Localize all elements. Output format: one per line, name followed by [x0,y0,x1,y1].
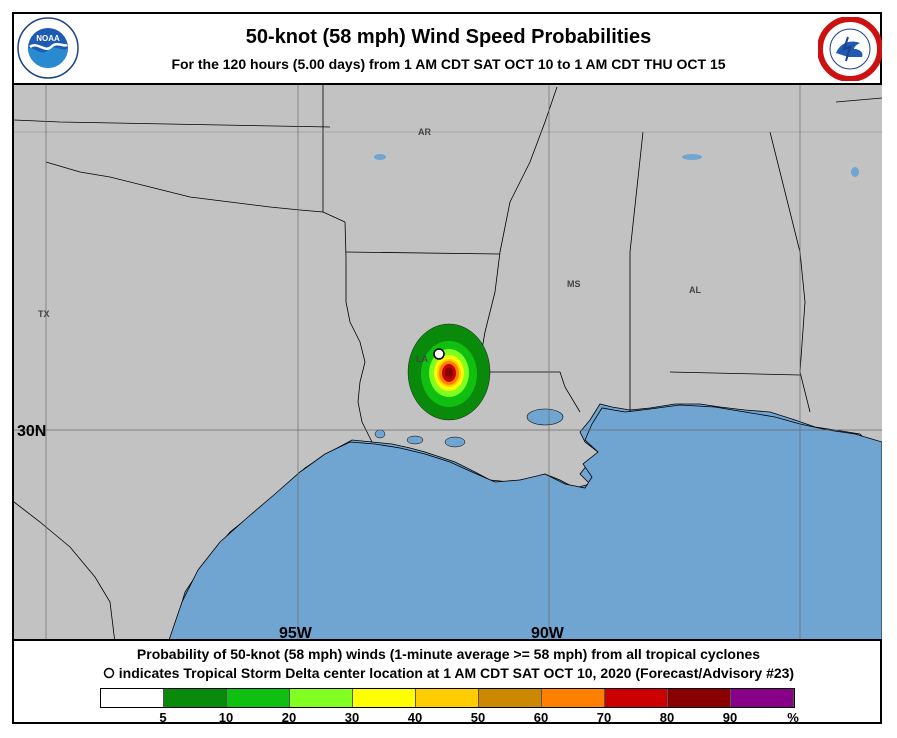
color-scale-tick: % [787,710,799,725]
state-label-ms: MS [567,279,581,289]
color-scale-tick: 20 [281,710,297,725]
page-subtitle: For the 120 hours (5.00 days) from 1 AM … [171,56,726,72]
color-swatch [605,689,668,707]
noaa-logo-icon: NOAA [17,17,79,79]
legend-description: Probability of 50-knot (58 mph) winds (1… [136,646,761,662]
color-scale-tick: 60 [533,710,549,725]
lake-al [682,154,702,160]
color-scale-tick: 50 [470,710,486,725]
color-scale-tick: 80 [659,710,675,725]
sabine-lake [374,429,386,439]
state-label-ar: AR [418,127,431,137]
calcasieu-lake [406,435,424,445]
color-swatch [353,689,416,707]
state-label-la: LA [416,354,428,364]
probability-contours [407,323,491,421]
lon-label-90w: 90W [531,625,565,641]
color-swatch [101,689,164,707]
color-swatch [227,689,290,707]
map-svg: AR TX MS AL LA 30N 95W 90W [14,85,882,641]
map-panel: AR TX MS AL LA 30N 95W 90W [14,83,882,641]
circle-marker-icon [103,667,115,679]
lake-ga [851,167,859,177]
color-scale-tick: 30 [344,710,360,725]
nws-logo-icon [818,17,882,81]
color-swatch [731,689,794,707]
color-scale-tick: 70 [596,710,612,725]
state-label-tx: TX [38,309,50,319]
lake-pontchartrain [526,408,564,426]
color-swatch [290,689,353,707]
color-swatch [164,689,227,707]
legend-storm-note: indicates Tropical Storm Delta center lo… [0,665,897,681]
noaa-logo-text: NOAA [36,34,60,43]
color-scale [100,688,795,708]
page-title: 50-knot (58 mph) Wind Speed Probabilitie… [245,26,652,48]
grand-lake [444,436,466,448]
lat-label-30n: 30N [17,423,46,440]
color-scale-tick: 40 [407,710,423,725]
color-swatch [542,689,605,707]
lon-label-95w: 95W [279,625,313,641]
lake-ar [374,154,386,160]
legend-storm-note-text: indicates Tropical Storm Delta center lo… [118,665,795,681]
color-scale-tick: 90 [722,710,738,725]
storm-center-marker [433,348,445,360]
color-scale-tick: 5 [159,710,167,725]
color-swatch [668,689,731,707]
state-label-al: AL [689,285,701,295]
state-borders [14,85,882,443]
color-swatch [416,689,479,707]
color-scale-tick: 10 [218,710,234,725]
color-swatch [479,689,542,707]
gulf-water [168,404,882,639]
graticule [14,85,882,639]
